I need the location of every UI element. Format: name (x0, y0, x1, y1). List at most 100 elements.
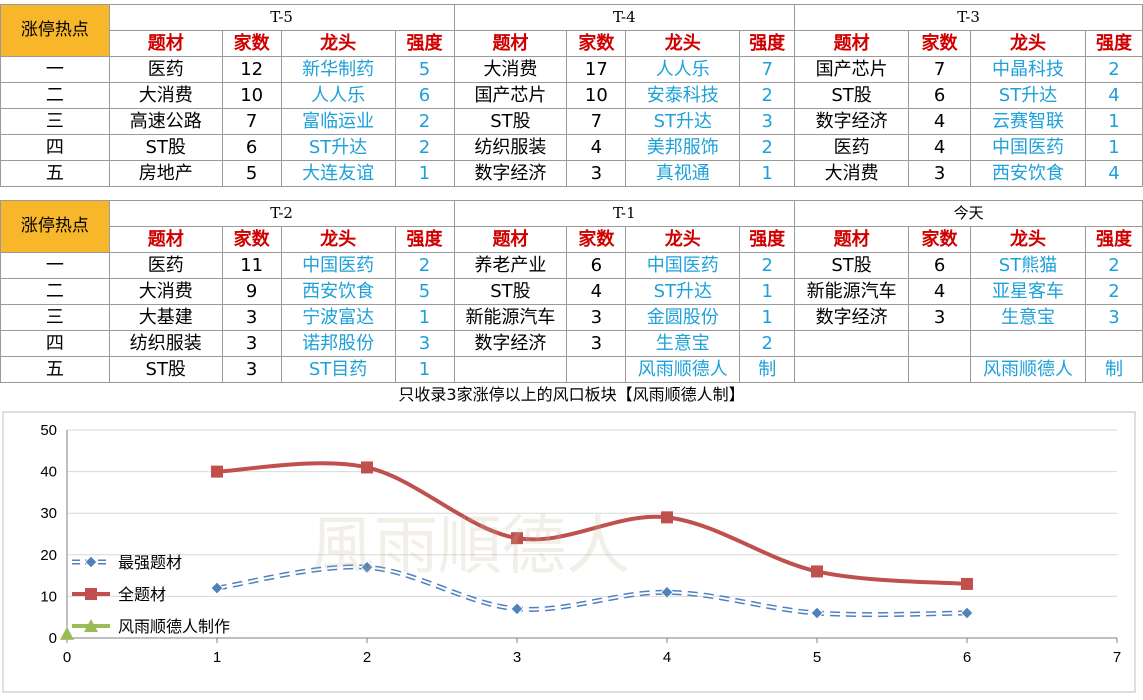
leader-cell[interactable]: 中国医药 (625, 252, 741, 279)
strength-cell[interactable]: 1 (394, 160, 455, 187)
count-cell[interactable]: 4 (566, 134, 627, 161)
leader-cell[interactable]: ST升达 (625, 108, 741, 135)
leader-cell[interactable]: 金圆股份 (625, 304, 741, 331)
topic-cell[interactable]: ST股 (794, 252, 910, 279)
topic-cell[interactable]: 纺织服装 (108, 330, 223, 357)
leader-cell[interactable]: 诺邦股份 (280, 330, 396, 357)
count-cell[interactable]: 3 (566, 160, 627, 187)
strength-cell[interactable]: 2 (739, 134, 796, 161)
count-cell[interactable]: 4 (566, 278, 627, 305)
count-cell[interactable]: 4 (908, 278, 972, 305)
count-cell[interactable]: 3 (221, 304, 282, 331)
count-cell[interactable]: 3 (908, 304, 972, 331)
strength-cell[interactable] (1084, 330, 1143, 357)
leader-cell[interactable]: 西安饮食 (280, 278, 396, 305)
count-cell[interactable] (908, 330, 972, 357)
topic-cell[interactable]: 新能源汽车 (453, 304, 568, 331)
strength-cell[interactable]: 2 (739, 252, 796, 279)
topic-cell[interactable]: 大消费 (453, 56, 568, 83)
strength-cell[interactable]: 3 (739, 108, 796, 135)
strength-cell[interactable]: 1 (739, 160, 796, 187)
count-cell[interactable]: 5 (221, 160, 282, 187)
count-cell[interactable]: 6 (908, 82, 972, 109)
topic-cell[interactable] (794, 356, 910, 383)
count-cell[interactable]: 10 (221, 82, 282, 109)
leader-cell[interactable]: 中国医药 (280, 252, 396, 279)
strength-cell[interactable]: 1 (394, 356, 455, 383)
strength-cell[interactable]: 4 (1084, 82, 1143, 109)
count-cell[interactable]: 6 (221, 134, 282, 161)
leader-cell[interactable]: 中晶科技 (970, 56, 1086, 83)
count-cell[interactable] (908, 356, 972, 383)
count-cell[interactable]: 7 (908, 56, 972, 83)
count-cell[interactable]: 3 (566, 304, 627, 331)
topic-cell[interactable]: 医药 (108, 56, 223, 83)
topic-cell[interactable]: 新能源汽车 (794, 278, 910, 305)
strength-cell[interactable]: 2 (739, 82, 796, 109)
topic-cell[interactable]: ST股 (453, 278, 568, 305)
strength-cell[interactable]: 5 (394, 56, 455, 83)
topic-cell[interactable]: 数字经济 (453, 160, 568, 187)
strength-cell[interactable]: 2 (1084, 278, 1143, 305)
topic-cell[interactable]: 房地产 (108, 160, 223, 187)
strength-cell[interactable]: 1 (1084, 108, 1143, 135)
topic-cell[interactable]: 医药 (108, 252, 223, 279)
count-cell[interactable]: 4 (908, 108, 972, 135)
topic-cell[interactable]: 大消费 (108, 278, 223, 305)
topic-cell[interactable]: ST股 (453, 108, 568, 135)
leader-cell[interactable]: 人人乐 (280, 82, 396, 109)
leader-cell[interactable]: 美邦服饰 (625, 134, 741, 161)
count-cell[interactable]: 6 (908, 252, 972, 279)
topic-cell[interactable]: 数字经济 (794, 108, 910, 135)
leader-cell[interactable]: ST熊猫 (970, 252, 1086, 279)
strength-cell[interactable]: 1 (739, 304, 796, 331)
leader-cell[interactable]: 风雨顺德人 (970, 356, 1086, 383)
topic-cell[interactable]: ST股 (794, 82, 910, 109)
leader-cell[interactable]: 新华制药 (280, 56, 396, 83)
leader-cell[interactable]: 西安饮食 (970, 160, 1086, 187)
strength-cell[interactable]: 5 (394, 278, 455, 305)
strength-cell[interactable]: 2 (1084, 56, 1143, 83)
strength-cell[interactable]: 6 (394, 82, 455, 109)
topic-cell[interactable]: ST股 (108, 134, 223, 161)
leader-cell[interactable]: 中国医药 (970, 134, 1086, 161)
leader-cell[interactable]: 安泰科技 (625, 82, 741, 109)
strength-cell[interactable]: 2 (739, 330, 796, 357)
leader-cell[interactable]: 云赛智联 (970, 108, 1086, 135)
count-cell[interactable]: 17 (566, 56, 627, 83)
count-cell[interactable]: 3 (566, 330, 627, 357)
topic-cell[interactable]: 数字经济 (453, 330, 568, 357)
strength-cell[interactable]: 2 (394, 108, 455, 135)
strength-cell[interactable]: 制 (739, 356, 796, 383)
topic-cell[interactable]: 数字经济 (794, 304, 910, 331)
count-cell[interactable]: 7 (221, 108, 282, 135)
strength-cell[interactable]: 3 (1084, 304, 1143, 331)
count-cell[interactable]: 6 (566, 252, 627, 279)
strength-cell[interactable]: 制 (1084, 356, 1143, 383)
strength-cell[interactable]: 2 (394, 252, 455, 279)
count-cell[interactable]: 12 (221, 56, 282, 83)
topic-cell[interactable]: 国产芯片 (453, 82, 568, 109)
topic-cell[interactable] (794, 330, 910, 357)
leader-cell[interactable]: ST升达 (280, 134, 396, 161)
count-cell[interactable]: 9 (221, 278, 282, 305)
strength-cell[interactable]: 1 (394, 304, 455, 331)
count-cell[interactable]: 4 (908, 134, 972, 161)
leader-cell[interactable]: 风雨顺德人 (625, 356, 741, 383)
count-cell[interactable]: 3 (221, 330, 282, 357)
strength-cell[interactable]: 2 (394, 134, 455, 161)
leader-cell[interactable]: 人人乐 (625, 56, 741, 83)
strength-cell[interactable]: 3 (394, 330, 455, 357)
topic-cell[interactable]: 养老产业 (453, 252, 568, 279)
topic-cell[interactable]: 医药 (794, 134, 910, 161)
count-cell[interactable]: 3 (908, 160, 972, 187)
count-cell[interactable]: 11 (221, 252, 282, 279)
topic-cell[interactable]: 国产芯片 (794, 56, 910, 83)
leader-cell[interactable]: 富临运业 (280, 108, 396, 135)
strength-cell[interactable]: 1 (739, 278, 796, 305)
leader-cell[interactable]: 生意宝 (625, 330, 741, 357)
line-chart[interactable]: 0 10 20 30 40 50 0 1 2 3 4 5 6 7 最强题材 全题材 风雨顺德人制作 (0, 384, 1143, 696)
count-cell[interactable]: 7 (566, 108, 627, 135)
strength-cell[interactable]: 2 (1084, 252, 1143, 279)
topic-cell[interactable]: 高速公路 (108, 108, 223, 135)
